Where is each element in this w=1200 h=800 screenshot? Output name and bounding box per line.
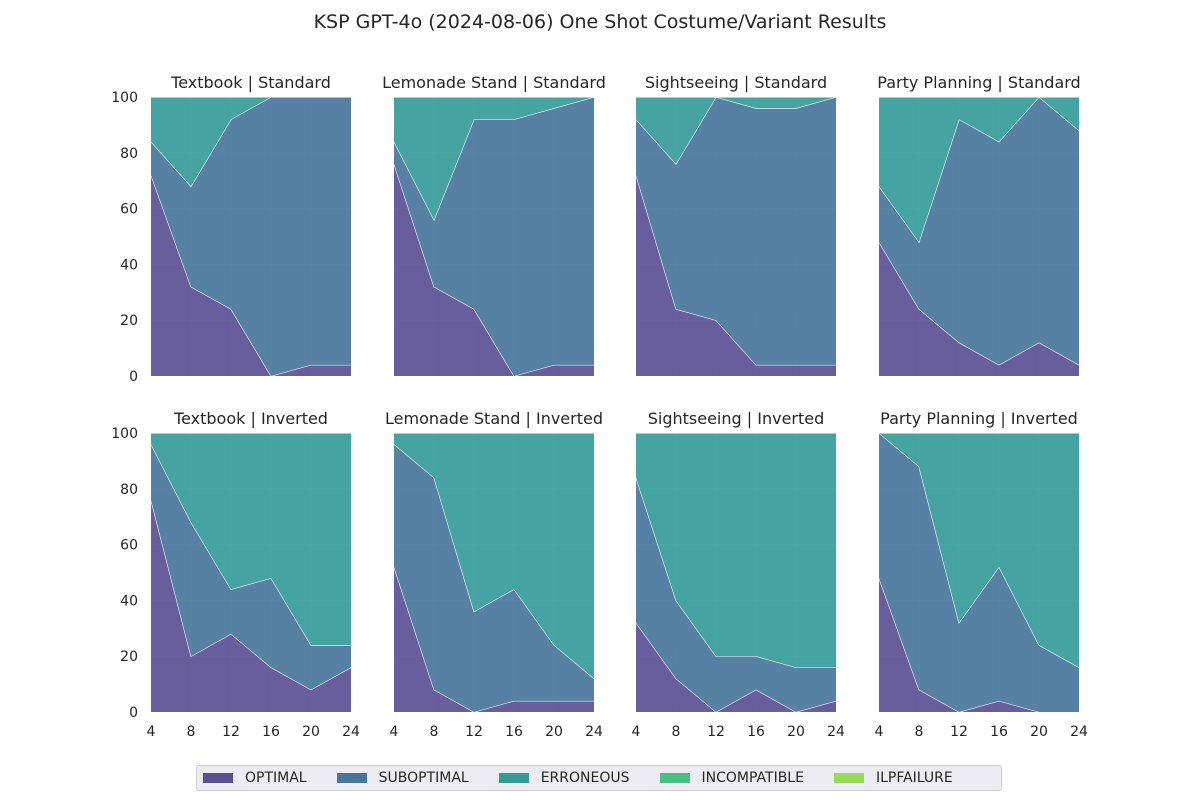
y-tick-label-textbook-inverted-40: 40 bbox=[120, 593, 138, 609]
legend-label-ilpfailure: ILPFAILURE bbox=[875, 770, 953, 786]
x-tick-label-sightseeing-inverted-20: 20 bbox=[787, 724, 805, 740]
x-tick-label-sightseeing-inverted-8: 8 bbox=[672, 724, 681, 740]
y-tick-label-textbook-inverted-60: 60 bbox=[120, 538, 138, 554]
area-erroneous-sightseeing-standard bbox=[636, 97, 836, 164]
y-tick-label-textbook-inverted-80: 80 bbox=[120, 482, 138, 498]
panel-title-party-planning-inverted: Party Planning | Inverted bbox=[880, 409, 1078, 428]
panel-title-party-planning-standard: Party Planning | Standard bbox=[877, 73, 1080, 92]
y-tick-label-textbook-standard-0: 0 bbox=[129, 369, 138, 385]
legend-label-optimal: OPTIMAL bbox=[245, 770, 307, 786]
panel-title-textbook-standard: Textbook | Standard bbox=[170, 73, 331, 92]
x-tick-label-textbook-inverted-12: 12 bbox=[222, 724, 240, 740]
x-tick-label-party-planning-inverted-4: 4 bbox=[875, 724, 884, 740]
legend-swatch-erroneous bbox=[498, 773, 529, 783]
x-tick-label-textbook-inverted-16: 16 bbox=[262, 724, 280, 740]
x-tick-label-textbook-inverted-20: 20 bbox=[302, 724, 320, 740]
legend-item-ilpfailure: ILPFAILURE bbox=[833, 770, 953, 786]
y-tick-label-textbook-standard-40: 40 bbox=[120, 257, 138, 273]
x-tick-label-party-planning-inverted-12: 12 bbox=[950, 724, 968, 740]
x-tick-label-textbook-inverted-8: 8 bbox=[187, 724, 196, 740]
area-optimal-party-planning-inverted bbox=[879, 578, 1079, 712]
x-tick-label-lemonade-stand-inverted-8: 8 bbox=[430, 724, 439, 740]
area-suboptimal-lemonade-stand-standard bbox=[394, 97, 594, 376]
area-erroneous-textbook-standard bbox=[151, 97, 351, 187]
y-tick-label-textbook-standard-80: 80 bbox=[120, 146, 138, 162]
panel-title-lemonade-stand-standard: Lemonade Stand | Standard bbox=[382, 73, 606, 92]
area-suboptimal-lemonade-stand-inverted bbox=[394, 444, 594, 712]
y-tick-label-textbook-inverted-0: 0 bbox=[129, 705, 138, 721]
area-erroneous-lemonade-stand-inverted bbox=[394, 433, 594, 679]
x-tick-label-lemonade-stand-inverted-24: 24 bbox=[585, 724, 603, 740]
legend-item-incompatible: INCOMPATIBLE bbox=[659, 770, 804, 786]
area-suboptimal-party-planning-inverted bbox=[879, 433, 1079, 712]
area-erroneous-textbook-inverted bbox=[151, 433, 351, 646]
x-tick-label-lemonade-stand-inverted-4: 4 bbox=[390, 724, 399, 740]
x-tick-label-lemonade-stand-inverted-20: 20 bbox=[545, 724, 563, 740]
panel-title-lemonade-stand-inverted: Lemonade Stand | Inverted bbox=[385, 409, 603, 428]
x-tick-label-party-planning-inverted-24: 24 bbox=[1070, 724, 1088, 740]
area-erroneous-party-planning-standard bbox=[879, 97, 1079, 243]
figure-title: KSP GPT-4o (2024-08-06) One Shot Costume… bbox=[313, 11, 887, 33]
y-tick-label-textbook-standard-100: 100 bbox=[111, 90, 138, 106]
area-optimal-sightseeing-inverted bbox=[636, 622, 836, 712]
area-erroneous-sightseeing-inverted bbox=[636, 433, 836, 668]
legend-label-erroneous: ERRONEOUS bbox=[540, 770, 630, 786]
area-suboptimal-sightseeing-inverted bbox=[636, 477, 836, 712]
x-tick-label-party-planning-inverted-8: 8 bbox=[915, 724, 924, 740]
x-tick-label-party-planning-inverted-20: 20 bbox=[1030, 724, 1048, 740]
legend-swatch-ilpfailure bbox=[833, 773, 864, 783]
legend-item-suboptimal: SUBOPTIMAL bbox=[336, 770, 469, 786]
x-tick-label-party-planning-inverted-16: 16 bbox=[990, 724, 1008, 740]
legend: OPTIMAL SUBOPTIMAL ERRONEOUS INCOMPATIBL… bbox=[196, 765, 1002, 791]
panel-title-textbook-inverted: Textbook | Inverted bbox=[173, 409, 328, 428]
legend-item-optimal: OPTIMAL bbox=[203, 770, 307, 786]
y-tick-label-textbook-standard-60: 60 bbox=[120, 202, 138, 218]
area-optimal-textbook-standard bbox=[151, 175, 351, 376]
area-optimal-party-planning-standard bbox=[879, 242, 1079, 376]
area-optimal-sightseeing-standard bbox=[636, 175, 836, 376]
legend-swatch-suboptimal bbox=[336, 773, 367, 783]
x-tick-label-sightseeing-inverted-24: 24 bbox=[827, 724, 845, 740]
area-suboptimal-sightseeing-standard bbox=[636, 97, 836, 365]
area-suboptimal-textbook-standard bbox=[151, 97, 351, 376]
x-tick-label-textbook-inverted-4: 4 bbox=[147, 724, 156, 740]
panel-title-sightseeing-inverted: Sightseeing | Inverted bbox=[648, 409, 825, 428]
y-tick-label-textbook-inverted-100: 100 bbox=[111, 426, 138, 442]
legend-item-erroneous: ERRONEOUS bbox=[498, 770, 630, 786]
y-tick-label-textbook-standard-20: 20 bbox=[120, 313, 138, 329]
area-optimal-textbook-inverted bbox=[151, 499, 351, 712]
x-tick-label-textbook-inverted-24: 24 bbox=[342, 724, 360, 740]
y-tick-label-textbook-inverted-20: 20 bbox=[120, 649, 138, 665]
legend-swatch-optimal bbox=[203, 773, 233, 783]
x-tick-label-lemonade-stand-inverted-16: 16 bbox=[505, 724, 523, 740]
area-erroneous-party-planning-inverted bbox=[879, 433, 1079, 668]
area-optimal-lemonade-stand-inverted bbox=[394, 566, 594, 712]
legend-label-suboptimal: SUBOPTIMAL bbox=[378, 770, 469, 786]
x-tick-label-sightseeing-inverted-16: 16 bbox=[747, 724, 765, 740]
panel-title-sightseeing-standard: Sightseeing | Standard bbox=[645, 73, 827, 92]
legend-label-incompatible: INCOMPATIBLE bbox=[701, 770, 804, 786]
x-tick-label-sightseeing-inverted-4: 4 bbox=[632, 724, 641, 740]
x-tick-label-sightseeing-inverted-12: 12 bbox=[707, 724, 725, 740]
area-optimal-lemonade-stand-standard bbox=[394, 163, 594, 376]
area-suboptimal-party-planning-standard bbox=[879, 97, 1079, 365]
legend-swatch-incompatible bbox=[659, 773, 690, 783]
area-erroneous-lemonade-stand-standard bbox=[394, 97, 594, 220]
x-tick-label-lemonade-stand-inverted-12: 12 bbox=[465, 724, 483, 740]
